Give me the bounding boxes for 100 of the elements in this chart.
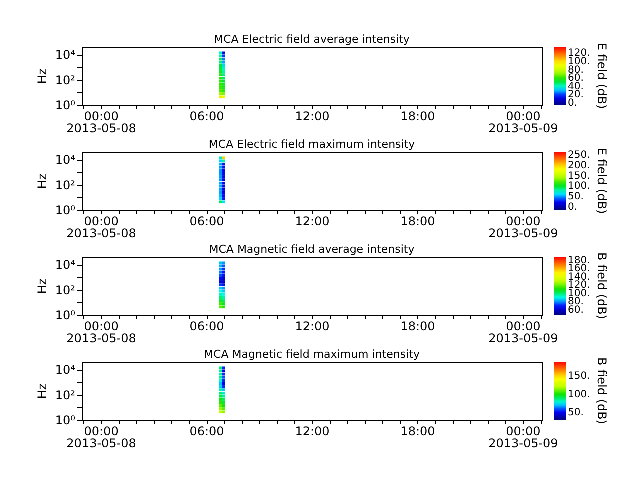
point bbox=[222, 80, 226, 83]
point bbox=[219, 404, 222, 408]
point bbox=[219, 67, 222, 70]
point bbox=[222, 293, 226, 296]
point bbox=[219, 401, 222, 404]
x-tick-label: 06:00 bbox=[190, 110, 224, 124]
point bbox=[219, 52, 222, 55]
point bbox=[219, 86, 222, 90]
point bbox=[222, 176, 226, 178]
point bbox=[219, 156, 222, 160]
point bbox=[219, 302, 222, 306]
point bbox=[219, 169, 222, 172]
y-axis-title: Hz bbox=[35, 384, 50, 400]
color-bar-label: 0. bbox=[568, 202, 578, 213]
point bbox=[222, 370, 226, 373]
point bbox=[222, 264, 226, 268]
point bbox=[219, 264, 222, 268]
x-tick-label: 00:00 2013-05-09 bbox=[488, 214, 558, 240]
point bbox=[222, 184, 226, 188]
x-tick-label: 12:00 bbox=[295, 214, 330, 228]
point bbox=[222, 156, 226, 160]
point bbox=[219, 296, 222, 300]
color-bar-label: 200. bbox=[568, 160, 590, 172]
point bbox=[219, 194, 222, 198]
point bbox=[222, 300, 226, 302]
point bbox=[219, 376, 222, 379]
point bbox=[222, 58, 226, 61]
y-tick-label: 10⁴ bbox=[55, 363, 76, 378]
x-tick-label: 00:00 2013-05-08 bbox=[66, 320, 136, 346]
point bbox=[219, 96, 222, 99]
chart-title: MCA Magnetic field maximum intensity bbox=[204, 348, 420, 361]
y-tick-label: 10² bbox=[55, 388, 76, 402]
point bbox=[222, 54, 226, 58]
color-bar-title: E field (dB) bbox=[595, 148, 609, 214]
point bbox=[219, 198, 222, 200]
point bbox=[222, 92, 226, 96]
point bbox=[222, 284, 226, 286]
point bbox=[219, 370, 222, 373]
point bbox=[219, 277, 222, 280]
point bbox=[222, 386, 226, 388]
point bbox=[219, 366, 222, 370]
point bbox=[222, 191, 226, 194]
point bbox=[219, 70, 222, 74]
point bbox=[219, 166, 222, 169]
color-bar-label: 150. bbox=[568, 170, 590, 182]
y-tick-label: 10⁴ bbox=[55, 153, 76, 168]
x-tick-label: 00:00 2013-05-08 bbox=[66, 214, 136, 240]
x-tick-label: 00:00 2013-05-08 bbox=[66, 110, 136, 136]
y-tick-label: 10⁴ bbox=[55, 48, 76, 62]
point bbox=[222, 83, 226, 86]
point bbox=[219, 182, 222, 185]
y-tick-label: 10² bbox=[55, 283, 76, 298]
point bbox=[219, 200, 222, 204]
point bbox=[219, 408, 222, 410]
point bbox=[222, 404, 226, 408]
point bbox=[219, 284, 222, 286]
color-bar-label: 250. bbox=[568, 150, 590, 162]
point bbox=[222, 70, 226, 74]
chart-title: MCA Electric field average intensity bbox=[214, 33, 410, 46]
point bbox=[219, 188, 222, 191]
color-bar-title: E field (dB) bbox=[595, 42, 609, 110]
point bbox=[219, 58, 222, 61]
point bbox=[219, 410, 222, 414]
y-axis-title: Hz bbox=[35, 278, 50, 294]
point bbox=[222, 194, 226, 198]
point bbox=[222, 302, 226, 306]
point bbox=[219, 268, 222, 271]
y-tick-label: 10⁰ bbox=[55, 204, 76, 218]
x-tick-label: 18:00 bbox=[400, 214, 436, 228]
color-bar-title: B field (dB) bbox=[595, 252, 609, 320]
x-tick-label: 00:00 2013-05-09 bbox=[488, 424, 558, 450]
x-tick-label: 00:00 2013-05-09 bbox=[488, 320, 558, 346]
point bbox=[222, 376, 226, 379]
point bbox=[222, 296, 226, 300]
point bbox=[219, 398, 222, 401]
point bbox=[222, 306, 226, 309]
point bbox=[219, 388, 222, 392]
point bbox=[222, 198, 226, 200]
point bbox=[222, 366, 226, 370]
x-tick-label: 00:00 2013-05-09 bbox=[488, 110, 558, 136]
point bbox=[222, 188, 226, 191]
y-tick-label: 10² bbox=[55, 73, 76, 88]
point bbox=[219, 64, 222, 68]
point bbox=[222, 408, 226, 410]
point bbox=[219, 290, 222, 293]
point bbox=[222, 262, 226, 265]
point bbox=[222, 162, 226, 166]
point bbox=[222, 394, 226, 398]
point bbox=[219, 54, 222, 58]
point bbox=[222, 290, 226, 293]
point bbox=[222, 182, 226, 185]
point bbox=[222, 200, 226, 204]
point bbox=[222, 166, 226, 169]
point bbox=[222, 86, 226, 90]
point bbox=[219, 293, 222, 296]
color-bar-label: 50. bbox=[568, 408, 584, 419]
point bbox=[222, 76, 226, 80]
point bbox=[222, 401, 226, 404]
point bbox=[219, 386, 222, 388]
point bbox=[222, 74, 226, 76]
